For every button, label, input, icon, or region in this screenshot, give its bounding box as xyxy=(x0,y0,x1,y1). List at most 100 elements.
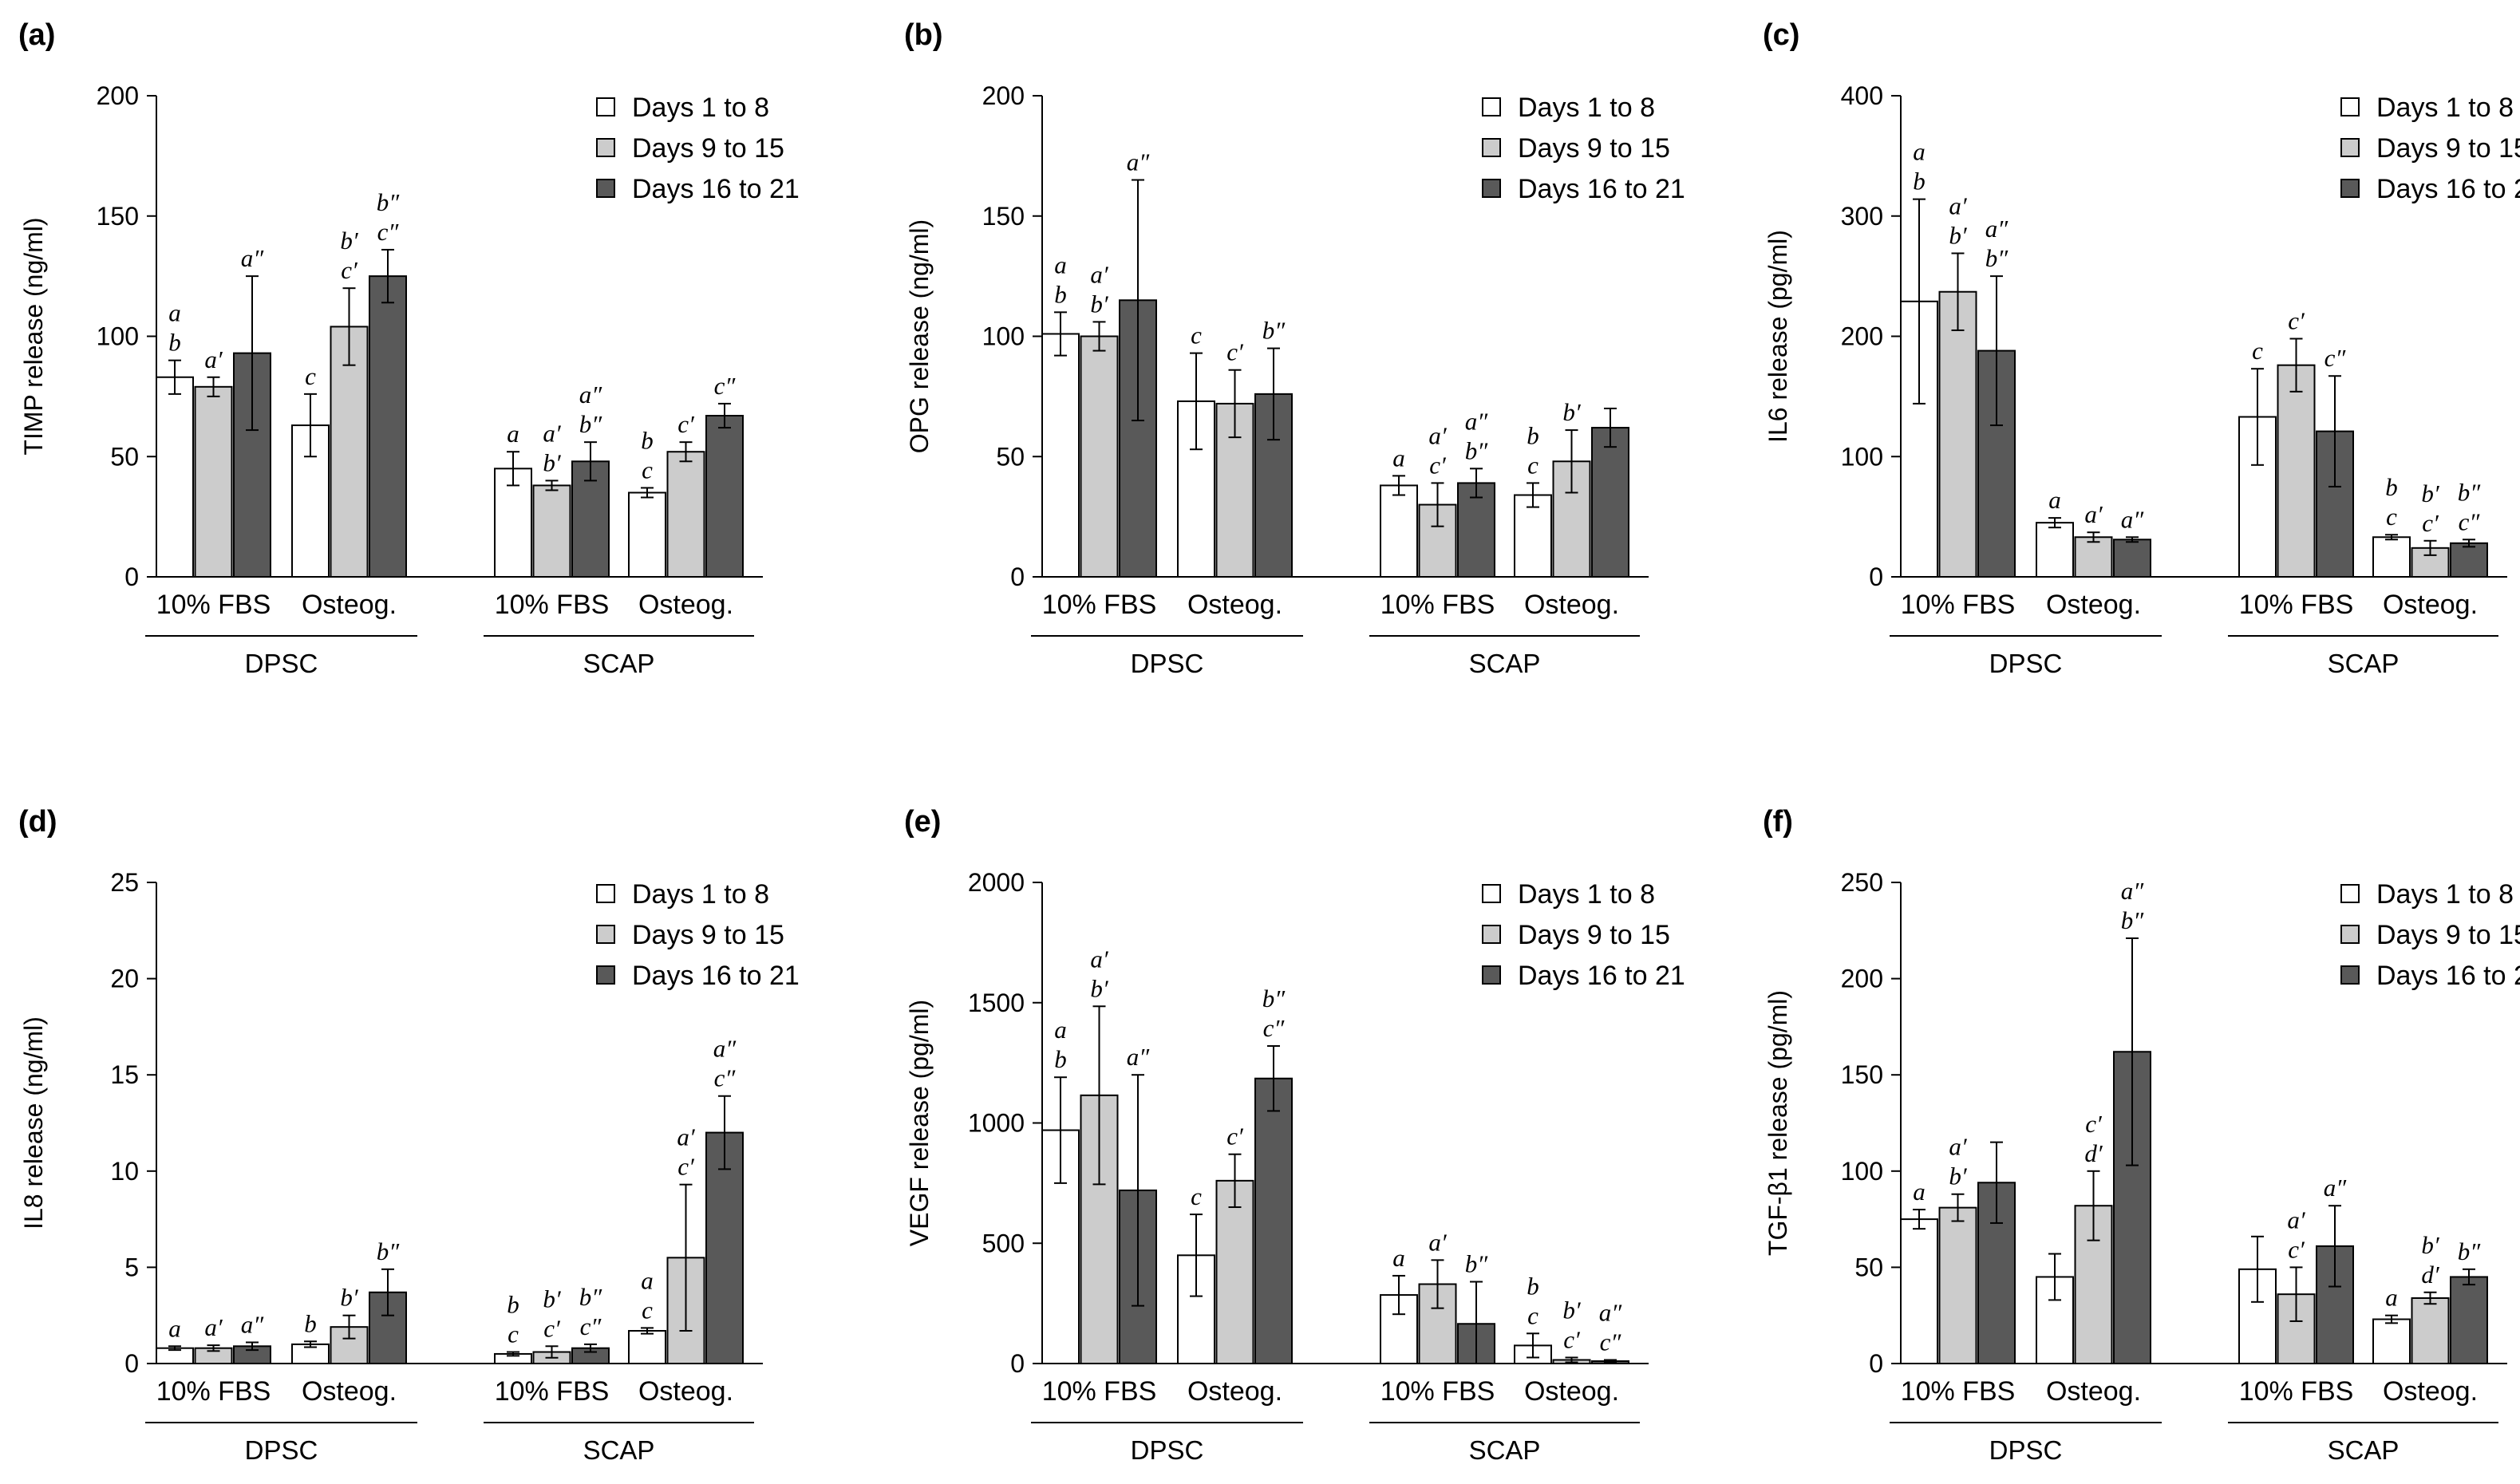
category-label: Osteog. xyxy=(1524,1376,1619,1407)
significance-label: c′ xyxy=(1226,338,1244,366)
y-tick-label: 5 xyxy=(124,1253,139,1281)
significance-label: b″ xyxy=(377,188,401,216)
significance-label: a″ xyxy=(1985,215,2009,243)
significance-label: c xyxy=(1527,451,1538,479)
significance-label: c′ xyxy=(2288,307,2305,335)
bar xyxy=(1380,484,1418,578)
significance-label: a″ xyxy=(1465,407,1489,435)
legend-swatch xyxy=(1482,965,1501,985)
bar xyxy=(1215,1179,1254,1364)
category-label: Osteog. xyxy=(1187,1376,1282,1407)
legend-swatch xyxy=(2340,179,2360,198)
significance-label: c″ xyxy=(1263,1014,1286,1042)
y-tick-label: 100 xyxy=(1841,1157,1883,1186)
legend-label: Days 16 to 21 xyxy=(2376,961,2520,991)
legend-label: Days 1 to 8 xyxy=(632,879,769,910)
significance-label: b″ xyxy=(1985,244,2009,272)
group-label: SCAP xyxy=(2328,1435,2400,1465)
significance-label: b″ xyxy=(2458,478,2482,506)
bar xyxy=(705,1131,744,1365)
significance-label: b xyxy=(507,1291,519,1319)
legend-swatch xyxy=(596,179,615,198)
category-label: 10% FBS xyxy=(1042,590,1157,620)
bar xyxy=(2074,536,2113,578)
significance-label: c′ xyxy=(1226,1123,1244,1150)
bar xyxy=(2036,522,2074,578)
legend-label: Days 1 to 8 xyxy=(1518,93,1655,123)
legend-swatch xyxy=(2340,884,2360,903)
legend-swatch xyxy=(596,97,615,116)
significance-label: b″ xyxy=(377,1237,401,1265)
category-label: 10% FBS xyxy=(1901,590,2016,620)
significance-label: a′ xyxy=(2084,500,2103,528)
significance-label: a″ xyxy=(579,381,603,408)
category-label: Osteog. xyxy=(302,590,397,620)
significance-label: b″ xyxy=(1465,1249,1489,1277)
y-tick-label: 15 xyxy=(110,1060,139,1089)
panel-label: (e) xyxy=(904,805,941,839)
bar xyxy=(1938,1206,1977,1365)
significance-label: b″ xyxy=(1465,436,1489,464)
significance-label: a′ xyxy=(204,1313,223,1341)
significance-label: c′ xyxy=(2085,1110,2103,1138)
significance-label: d′ xyxy=(2084,1139,2103,1167)
legend-label: Days 1 to 8 xyxy=(632,93,769,123)
significance-label: c′ xyxy=(2288,1235,2305,1263)
y-tick-label: 10 xyxy=(110,1157,139,1186)
significance-label: a″ xyxy=(2121,505,2145,533)
bar xyxy=(1254,1077,1293,1365)
significance-label: c xyxy=(1191,322,1202,349)
significance-label: c″ xyxy=(2324,344,2347,372)
bar xyxy=(2277,364,2316,578)
y-axis-title: TIMP release (ng/ml) xyxy=(19,217,48,455)
significance-label: a″ xyxy=(713,1035,737,1063)
panel-label: (c) xyxy=(1763,18,1799,52)
y-tick-label: 500 xyxy=(982,1229,1025,1257)
chart-panel: (e) 0 500 1000 1500 2000 VEGF release (pg/ml) a… xyxy=(904,805,1685,1465)
bar xyxy=(369,275,407,578)
significance-label: c″ xyxy=(1600,1328,1622,1356)
significance-label: b xyxy=(1527,1272,1539,1300)
significance-label: a″ xyxy=(1127,1043,1151,1071)
legend-label: Days 16 to 21 xyxy=(632,961,800,991)
category-label: 10% FBS xyxy=(1380,590,1495,620)
y-tick-label: 0 xyxy=(1010,562,1025,591)
group-label: SCAP xyxy=(583,1435,655,1465)
significance-label: c xyxy=(1527,1301,1538,1329)
significance-label: b xyxy=(641,426,654,454)
significance-label: b xyxy=(1054,1045,1067,1073)
significance-label: a xyxy=(1392,1244,1405,1272)
y-axis-title: TGF-β1 release (pg/ml) xyxy=(1764,990,1792,1256)
legend-label: Days 16 to 21 xyxy=(1518,961,1685,991)
significance-label: a xyxy=(1054,1016,1067,1044)
significance-label: c′ xyxy=(543,1314,561,1342)
legend-swatch xyxy=(1482,138,1501,157)
category-label: 10% FBS xyxy=(2239,1376,2354,1407)
significance-label: c′ xyxy=(677,1153,695,1181)
group-label: SCAP xyxy=(1469,1435,1541,1465)
significance-label: b′ xyxy=(1090,974,1109,1002)
bar xyxy=(1080,335,1119,578)
group-label: DPSC xyxy=(245,1435,318,1465)
legend-swatch xyxy=(596,884,615,903)
significance-label: a″ xyxy=(2324,1174,2348,1202)
significance-label: c′ xyxy=(2422,509,2439,537)
significance-label: a″ xyxy=(241,1310,265,1338)
y-tick-label: 150 xyxy=(982,202,1025,231)
y-tick-label: 20 xyxy=(110,965,139,993)
legend-label: Days 1 to 8 xyxy=(2376,93,2514,123)
category-label: 10% FBS xyxy=(156,1376,271,1407)
bar xyxy=(156,376,194,578)
y-tick-label: 100 xyxy=(97,322,139,351)
y-tick-label: 400 xyxy=(1841,81,1883,110)
y-tick-label: 200 xyxy=(982,81,1025,110)
y-tick-label: 0 xyxy=(124,562,139,591)
significance-label: b′ xyxy=(1090,290,1109,318)
significance-label: a′ xyxy=(1949,1133,1968,1161)
significance-label: a′ xyxy=(204,345,223,373)
significance-label: b″ xyxy=(2458,1237,2482,1265)
